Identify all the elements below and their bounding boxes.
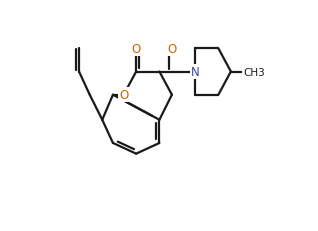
Text: CH3: CH3 xyxy=(243,67,265,77)
Text: N: N xyxy=(191,66,199,79)
Text: O: O xyxy=(119,89,128,102)
Text: O: O xyxy=(132,43,141,55)
Text: O: O xyxy=(167,43,176,55)
